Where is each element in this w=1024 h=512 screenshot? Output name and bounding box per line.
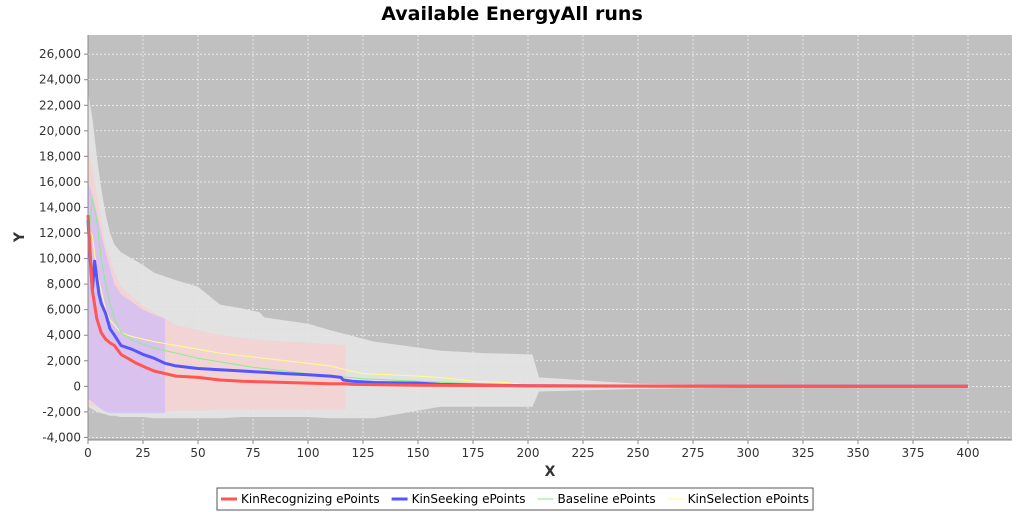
chart-title: Available EnergyAll runs (381, 3, 643, 25)
y-tick-label: 10,000 (39, 252, 81, 266)
legend: KinRecognizing ePoints KinSeeking ePoints… (216, 487, 814, 511)
x-tick-label: 375 (902, 446, 925, 460)
legend-box (216, 487, 814, 511)
y-tick-label: 20,000 (39, 124, 81, 138)
legend-label: Baseline ePoints (558, 492, 656, 506)
y-tick-label: 16,000 (39, 175, 81, 189)
y-tick-label: -4,000 (42, 430, 81, 444)
x-tick-label: 250 (627, 446, 650, 460)
x-tick-label: 300 (737, 446, 760, 460)
x-tick-label: 75 (245, 446, 260, 460)
series-line-kinrecognizing-epoints (86, 215, 969, 388)
y-axis-label: Y (12, 231, 28, 243)
x-tick-label: 50 (190, 446, 205, 460)
y-tick-label: 22,000 (39, 98, 81, 112)
y-ticks: -4,000 -2,000 0 2,000 4,000 6,000 8,000 10,000 1… (39, 47, 88, 444)
y-tick-label: 0 (73, 379, 81, 393)
x-tick-label: 100 (297, 446, 320, 460)
x-ticks: 0 25 50 75 100 125 150 175 200 225 250 275 300 325 350… (84, 440, 979, 460)
x-tick-label: 350 (847, 446, 870, 460)
y-tick-label: -2,000 (42, 405, 81, 419)
x-tick-label: 400 (957, 446, 980, 460)
legend-label: KinSeeking ePoints (412, 492, 526, 506)
y-tick-label: 14,000 (39, 200, 81, 214)
x-tick-label: 325 (792, 446, 815, 460)
series-line-kinselection-epoints (87, 226, 969, 387)
y-tick-label: 24,000 (39, 73, 81, 87)
legend-label: KinSelection ePoints (688, 492, 809, 506)
legend-label: KinRecognizing ePoints (241, 492, 380, 506)
x-axis-label: X (545, 464, 556, 480)
x-tick-label: 200 (517, 446, 540, 460)
x-tick-label: 25 (135, 446, 150, 460)
series-lines (86, 198, 969, 388)
band-baseline-epoints (88, 92, 968, 419)
y-tick-label: 26,000 (39, 47, 81, 61)
y-tick-label: 8,000 (47, 277, 81, 291)
x-tick-label: 275 (682, 446, 705, 460)
y-tick-label: 2,000 (47, 354, 81, 368)
x-tick-label: 150 (407, 446, 430, 460)
x-tick-label: 125 (352, 446, 375, 460)
x-tick-label: 225 (572, 446, 595, 460)
y-tick-label: 18,000 (39, 149, 81, 163)
x-tick-label: 175 (462, 446, 485, 460)
y-tick-label: 12,000 (39, 226, 81, 240)
y-tick-label: 4,000 (47, 328, 81, 342)
x-tick-label: 0 (84, 446, 92, 460)
y-tick-label: 6,000 (47, 303, 81, 317)
